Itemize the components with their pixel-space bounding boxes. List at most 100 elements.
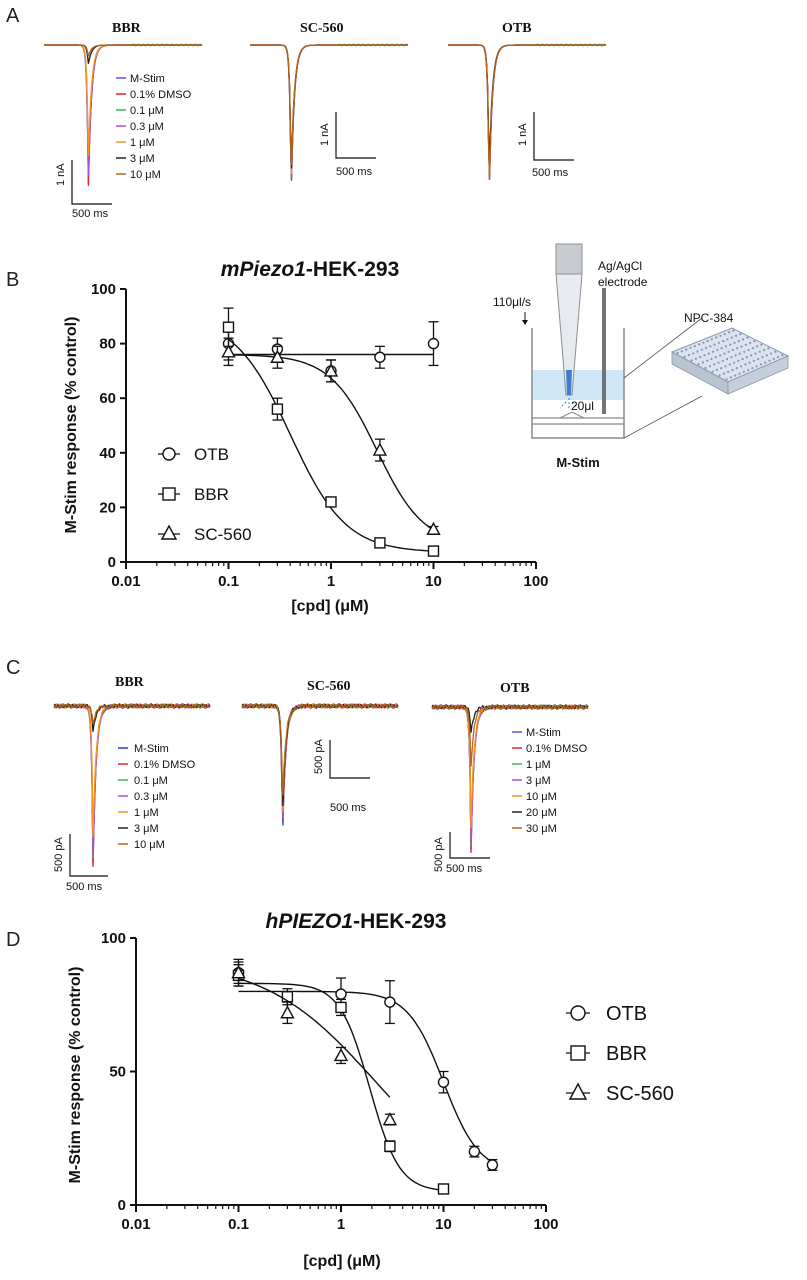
scale-y-label: 1 nA: [319, 123, 331, 146]
well-outline: [531, 328, 625, 439]
current-trace: [431, 703, 589, 767]
plate-well: [729, 343, 732, 346]
plate-well: [701, 361, 705, 364]
x-tick-label: 0.1: [218, 573, 239, 590]
y-tick-label: 40: [99, 445, 116, 462]
plate-well: [756, 345, 759, 348]
y-tick-label: 50: [109, 1064, 126, 1081]
trace-legend-a: M-Stim 0.1% DMSO 0.1 μM 0.3 μM 1 μM 3 μM…: [116, 73, 192, 181]
current-trace: [448, 43, 607, 176]
legend-a-item: 0.1% DMSO: [130, 89, 192, 101]
plate-well: [770, 352, 773, 355]
scale-bar-c-bbr: 500 pA 500 ms: [53, 834, 108, 893]
plate-well: [727, 370, 730, 373]
legend-c-otb-item: M-Stim: [526, 727, 561, 739]
plate-well: [730, 356, 733, 359]
plate-well: [696, 350, 699, 353]
data-point-bbr: [427, 545, 440, 557]
chart-title-b-italic: mPiezo1: [221, 258, 306, 281]
plate-well: [735, 334, 738, 337]
trace-title-c-sc560: SC-560: [307, 679, 351, 694]
x-tick-label: 0.01: [121, 1216, 150, 1233]
plate-well: [736, 347, 739, 350]
legend-a-item: 3 μM: [130, 153, 155, 165]
data-point-bbr: [335, 1001, 347, 1014]
data-point-sc-560: [270, 349, 285, 363]
trace-title-a-sc560: SC-560: [300, 21, 344, 36]
plate-well: [723, 333, 726, 336]
x-tick-label: 1: [337, 1216, 345, 1233]
current-trace: [44, 44, 202, 57]
chart-title-d-italic: hPIEZO1: [266, 910, 354, 933]
current-trace: [448, 44, 606, 180]
trace-title-a-otb: OTB: [502, 21, 532, 36]
plate-well: [692, 352, 695, 355]
current-trace: [431, 703, 589, 829]
plate-well: [680, 350, 684, 353]
legend-c-item: 0.1% DMSO: [134, 759, 196, 771]
dose-response-chart-b: 0 20 40 60 80 100 0.01 0.1 1 10 100: [91, 281, 549, 590]
plate-well: [712, 350, 715, 353]
m-stim-schematic: Ag/AgCl electrode 110μl/s 20μl M-Stim NP…: [493, 243, 790, 470]
plate-well: [717, 361, 720, 364]
current-trace: [448, 44, 606, 181]
plate-well: [683, 355, 686, 358]
inset-plate-label: NPC-384: [684, 311, 734, 325]
fit-curve-otb: [238, 990, 493, 1163]
current-trace: [250, 44, 408, 174]
plate-well: [752, 359, 756, 362]
legend-a-item: 10 μM: [130, 169, 161, 181]
plate-well: [715, 368, 719, 371]
data-point-otb: [384, 996, 396, 1008]
legend-c-item: M-Stim: [134, 743, 169, 755]
plate-well: [711, 370, 714, 373]
plate-well: [759, 363, 763, 366]
plate-well: [741, 357, 744, 361]
current-trace: [53, 702, 211, 864]
plate-well: [734, 374, 737, 377]
data-point-bbr: [222, 321, 235, 333]
current-trace: [250, 43, 409, 178]
inset-m-stim-label: M-Stim: [556, 455, 599, 470]
current-trace: [44, 44, 202, 186]
current-trace: [431, 703, 589, 844]
plate-well: [705, 346, 708, 350]
data-point-sc-560: [231, 965, 246, 979]
plate-well: [777, 355, 780, 359]
plate-well: [733, 361, 736, 364]
data-point-bbr: [271, 403, 284, 415]
data-point-bbr: [374, 537, 386, 549]
trace-title-c-otb: OTB: [500, 681, 530, 696]
plate-well: [722, 372, 726, 375]
plate-well: [750, 354, 753, 357]
data-point-bbr: [325, 496, 337, 508]
plate-well: [737, 359, 740, 362]
plate-well: [729, 376, 733, 379]
well-liquid: [532, 370, 624, 400]
data-point-otb: [437, 1076, 450, 1088]
plate-well: [781, 354, 784, 357]
legend-a-item: 1 μM: [130, 137, 155, 149]
plate-well: [710, 357, 713, 360]
plate-well: [728, 331, 731, 334]
x-tick-label: 10: [435, 1216, 452, 1233]
plate-well: [706, 339, 709, 343]
current-trace: [250, 44, 408, 181]
chart-title-d: hPIEZO1-HEK-293: [266, 910, 447, 933]
plate-well: [743, 350, 746, 353]
plate-well: [737, 340, 740, 343]
data-point-sc-560: [221, 344, 236, 358]
plate-well: [772, 357, 775, 360]
scale-x-label: 500 ms: [446, 863, 483, 875]
plate-well: [713, 343, 716, 346]
x-axis-label-d: [cpd] (μM): [303, 1253, 380, 1270]
plate-well: [733, 341, 736, 344]
scale-bar-c-sc560: 500 pA 500 ms: [313, 738, 370, 814]
current-trace: [250, 44, 408, 177]
plate-well: [758, 350, 761, 353]
legend-a-item: 0.1 μM: [130, 105, 164, 117]
plate-well: [720, 367, 723, 370]
data-point-sc-560: [333, 1048, 349, 1062]
y-axis-label-d: M-Stim response (% control): [67, 967, 84, 1184]
chart-title-d-rest: -HEK-293: [353, 910, 446, 933]
